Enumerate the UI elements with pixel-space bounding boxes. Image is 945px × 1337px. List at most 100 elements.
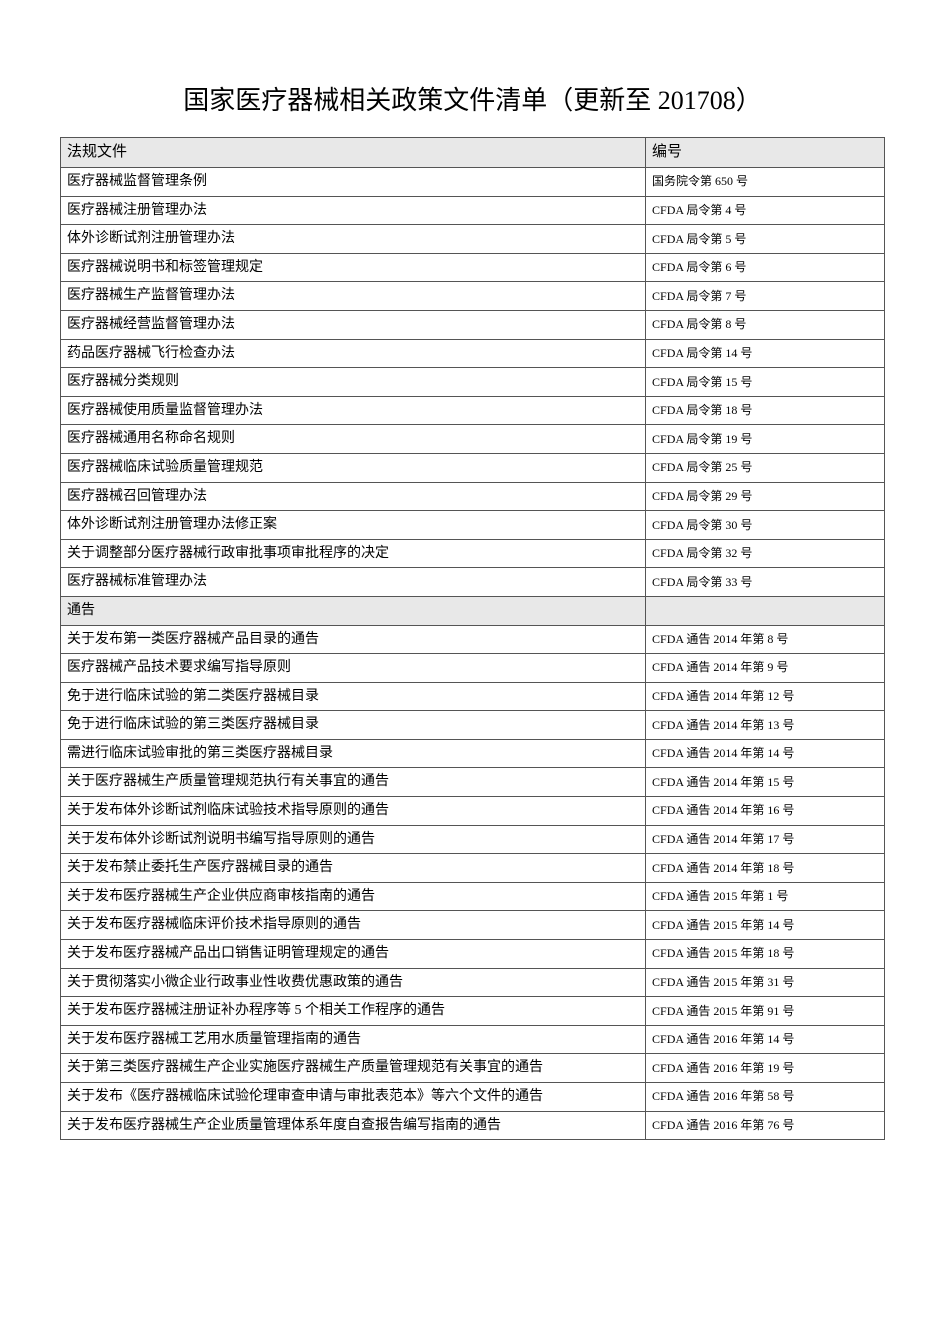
cell-code: CFDA 局令第 32 号 xyxy=(646,539,885,568)
cell-code: CFDA 通告 2016 年第 19 号 xyxy=(646,1054,885,1083)
cell-name: 关于医疗器械生产质量管理规范执行有关事宜的通告 xyxy=(61,768,646,797)
cell-code: CFDA 通告 2014 年第 17 号 xyxy=(646,825,885,854)
cell-name: 关于发布医疗器械产品出口销售证明管理规定的通告 xyxy=(61,940,646,969)
cell-name: 关于调整部分医疗器械行政审批事项审批程序的决定 xyxy=(61,539,646,568)
section-header-label: 通告 xyxy=(61,596,646,625)
table-row: 关于发布医疗器械生产企业质量管理体系年度自查报告编写指南的通告CFDA 通告 2… xyxy=(61,1111,885,1140)
cell-code: CFDA 通告 2015 年第 18 号 xyxy=(646,940,885,969)
table-row: 医疗器械临床试验质量管理规范CFDA 局令第 25 号 xyxy=(61,453,885,482)
table-row: 关于发布《医疗器械临床试验伦理审查申请与审批表范本》等六个文件的通告CFDA 通… xyxy=(61,1083,885,1112)
table-row: 医疗器械召回管理办法CFDA 局令第 29 号 xyxy=(61,482,885,511)
table-row: 体外诊断试剂注册管理办法修正案CFDA 局令第 30 号 xyxy=(61,511,885,540)
cell-code: CFDA 通告 2014 年第 14 号 xyxy=(646,739,885,768)
table-row: 关于发布体外诊断试剂临床试验技术指导原则的通告CFDA 通告 2014 年第 1… xyxy=(61,797,885,826)
cell-name: 医疗器械生产监督管理办法 xyxy=(61,282,646,311)
table-row: 免于进行临床试验的第二类医疗器械目录CFDA 通告 2014 年第 12 号 xyxy=(61,682,885,711)
cell-code: CFDA 通告 2014 年第 13 号 xyxy=(646,711,885,740)
table-row: 关于发布医疗器械工艺用水质量管理指南的通告CFDA 通告 2016 年第 14 … xyxy=(61,1025,885,1054)
cell-code: CFDA 通告 2015 年第 31 号 xyxy=(646,968,885,997)
cell-name: 医疗器械经营监督管理办法 xyxy=(61,310,646,339)
cell-code: CFDA 通告 2014 年第 18 号 xyxy=(646,854,885,883)
table-row: 关于医疗器械生产质量管理规范执行有关事宜的通告CFDA 通告 2014 年第 1… xyxy=(61,768,885,797)
cell-name: 关于发布医疗器械注册证补办程序等 5 个相关工作程序的通告 xyxy=(61,997,646,1026)
cell-code: CFDA 局令第 14 号 xyxy=(646,339,885,368)
cell-name: 免于进行临床试验的第二类医疗器械目录 xyxy=(61,682,646,711)
table-row: 医疗器械注册管理办法CFDA 局令第 4 号 xyxy=(61,196,885,225)
cell-name: 医疗器械临床试验质量管理规范 xyxy=(61,453,646,482)
cell-code: CFDA 局令第 33 号 xyxy=(646,568,885,597)
cell-code: CFDA 通告 2014 年第 8 号 xyxy=(646,625,885,654)
cell-name: 关于贯彻落实小微企业行政事业性收费优惠政策的通告 xyxy=(61,968,646,997)
table-row: 关于调整部分医疗器械行政审批事项审批程序的决定CFDA 局令第 32 号 xyxy=(61,539,885,568)
table-row: 关于发布体外诊断试剂说明书编写指导原则的通告CFDA 通告 2014 年第 17… xyxy=(61,825,885,854)
cell-name: 需进行临床试验审批的第三类医疗器械目录 xyxy=(61,739,646,768)
cell-code: CFDA 通告 2015 年第 1 号 xyxy=(646,882,885,911)
cell-name: 医疗器械注册管理办法 xyxy=(61,196,646,225)
cell-name: 关于发布医疗器械工艺用水质量管理指南的通告 xyxy=(61,1025,646,1054)
cell-name: 关于第三类医疗器械生产企业实施医疗器械生产质量管理规范有关事宜的通告 xyxy=(61,1054,646,1083)
cell-name: 医疗器械召回管理办法 xyxy=(61,482,646,511)
cell-name: 关于发布医疗器械临床评价技术指导原则的通告 xyxy=(61,911,646,940)
table-row: 关于发布医疗器械生产企业供应商审核指南的通告CFDA 通告 2015 年第 1 … xyxy=(61,882,885,911)
cell-code: CFDA 局令第 6 号 xyxy=(646,253,885,282)
cell-name: 关于发布体外诊断试剂说明书编写指导原则的通告 xyxy=(61,825,646,854)
cell-code: CFDA 通告 2016 年第 76 号 xyxy=(646,1111,885,1140)
cell-name: 免于进行临床试验的第三类医疗器械目录 xyxy=(61,711,646,740)
table-row: 医疗器械经营监督管理办法CFDA 局令第 8 号 xyxy=(61,310,885,339)
table-row: 关于发布医疗器械注册证补办程序等 5 个相关工作程序的通告CFDA 通告 201… xyxy=(61,997,885,1026)
table-row: 免于进行临床试验的第三类医疗器械目录CFDA 通告 2014 年第 13 号 xyxy=(61,711,885,740)
cell-code: CFDA 局令第 18 号 xyxy=(646,396,885,425)
table-row: 关于发布医疗器械临床评价技术指导原则的通告CFDA 通告 2015 年第 14 … xyxy=(61,911,885,940)
cell-name: 关于发布医疗器械生产企业供应商审核指南的通告 xyxy=(61,882,646,911)
cell-code: CFDA 局令第 4 号 xyxy=(646,196,885,225)
cell-name: 医疗器械说明书和标签管理规定 xyxy=(61,253,646,282)
table-row: 关于发布禁止委托生产医疗器械目录的通告CFDA 通告 2014 年第 18 号 xyxy=(61,854,885,883)
table-row: 体外诊断试剂注册管理办法CFDA 局令第 5 号 xyxy=(61,225,885,254)
cell-name: 医疗器械标准管理办法 xyxy=(61,568,646,597)
table-row: 医疗器械监督管理条例国务院令第 650 号 xyxy=(61,168,885,197)
col-header-name: 法规文件 xyxy=(61,138,646,168)
cell-code: CFDA 局令第 25 号 xyxy=(646,453,885,482)
table-row: 医疗器械标准管理办法CFDA 局令第 33 号 xyxy=(61,568,885,597)
cell-code: CFDA 通告 2014 年第 15 号 xyxy=(646,768,885,797)
policy-table: 法规文件编号医疗器械监督管理条例国务院令第 650 号医疗器械注册管理办法CFD… xyxy=(60,137,885,1140)
cell-name: 关于发布医疗器械生产企业质量管理体系年度自查报告编写指南的通告 xyxy=(61,1111,646,1140)
cell-code: CFDA 通告 2014 年第 9 号 xyxy=(646,654,885,683)
table-row: 医疗器械使用质量监督管理办法CFDA 局令第 18 号 xyxy=(61,396,885,425)
table-row: 关于发布第一类医疗器械产品目录的通告CFDA 通告 2014 年第 8 号 xyxy=(61,625,885,654)
cell-name: 医疗器械监督管理条例 xyxy=(61,168,646,197)
cell-name: 体外诊断试剂注册管理办法修正案 xyxy=(61,511,646,540)
table-row: 医疗器械通用名称命名规则CFDA 局令第 19 号 xyxy=(61,425,885,454)
col-header-code: 编号 xyxy=(646,138,885,168)
table-row: 关于贯彻落实小微企业行政事业性收费优惠政策的通告CFDA 通告 2015 年第 … xyxy=(61,968,885,997)
table-row: 医疗器械生产监督管理办法CFDA 局令第 7 号 xyxy=(61,282,885,311)
cell-name: 医疗器械使用质量监督管理办法 xyxy=(61,396,646,425)
section-header-row: 通告 xyxy=(61,596,885,625)
cell-code: CFDA 通告 2015 年第 14 号 xyxy=(646,911,885,940)
cell-code: CFDA 通告 2014 年第 12 号 xyxy=(646,682,885,711)
table-row: 需进行临床试验审批的第三类医疗器械目录CFDA 通告 2014 年第 14 号 xyxy=(61,739,885,768)
cell-code: 国务院令第 650 号 xyxy=(646,168,885,197)
cell-code: CFDA 局令第 5 号 xyxy=(646,225,885,254)
page-title: 国家医疗器械相关政策文件清单（更新至 201708） xyxy=(60,80,885,117)
table-row: 药品医疗器械飞行检查办法CFDA 局令第 14 号 xyxy=(61,339,885,368)
table-row: 关于发布医疗器械产品出口销售证明管理规定的通告CFDA 通告 2015 年第 1… xyxy=(61,940,885,969)
cell-code: CFDA 通告 2016 年第 14 号 xyxy=(646,1025,885,1054)
cell-name: 关于发布第一类医疗器械产品目录的通告 xyxy=(61,625,646,654)
cell-name: 体外诊断试剂注册管理办法 xyxy=(61,225,646,254)
cell-name: 关于发布体外诊断试剂临床试验技术指导原则的通告 xyxy=(61,797,646,826)
cell-code: CFDA 局令第 30 号 xyxy=(646,511,885,540)
cell-code: CFDA 通告 2015 年第 91 号 xyxy=(646,997,885,1026)
cell-code: CFDA 局令第 7 号 xyxy=(646,282,885,311)
section-header-empty xyxy=(646,596,885,625)
table-row: 医疗器械分类规则CFDA 局令第 15 号 xyxy=(61,368,885,397)
cell-name: 药品医疗器械飞行检查办法 xyxy=(61,339,646,368)
cell-code: CFDA 局令第 15 号 xyxy=(646,368,885,397)
cell-name: 关于发布禁止委托生产医疗器械目录的通告 xyxy=(61,854,646,883)
table-row: 医疗器械说明书和标签管理规定CFDA 局令第 6 号 xyxy=(61,253,885,282)
cell-code: CFDA 通告 2014 年第 16 号 xyxy=(646,797,885,826)
cell-code: CFDA 通告 2016 年第 58 号 xyxy=(646,1083,885,1112)
table-header-row: 法规文件编号 xyxy=(61,138,885,168)
cell-name: 医疗器械分类规则 xyxy=(61,368,646,397)
cell-code: CFDA 局令第 29 号 xyxy=(646,482,885,511)
